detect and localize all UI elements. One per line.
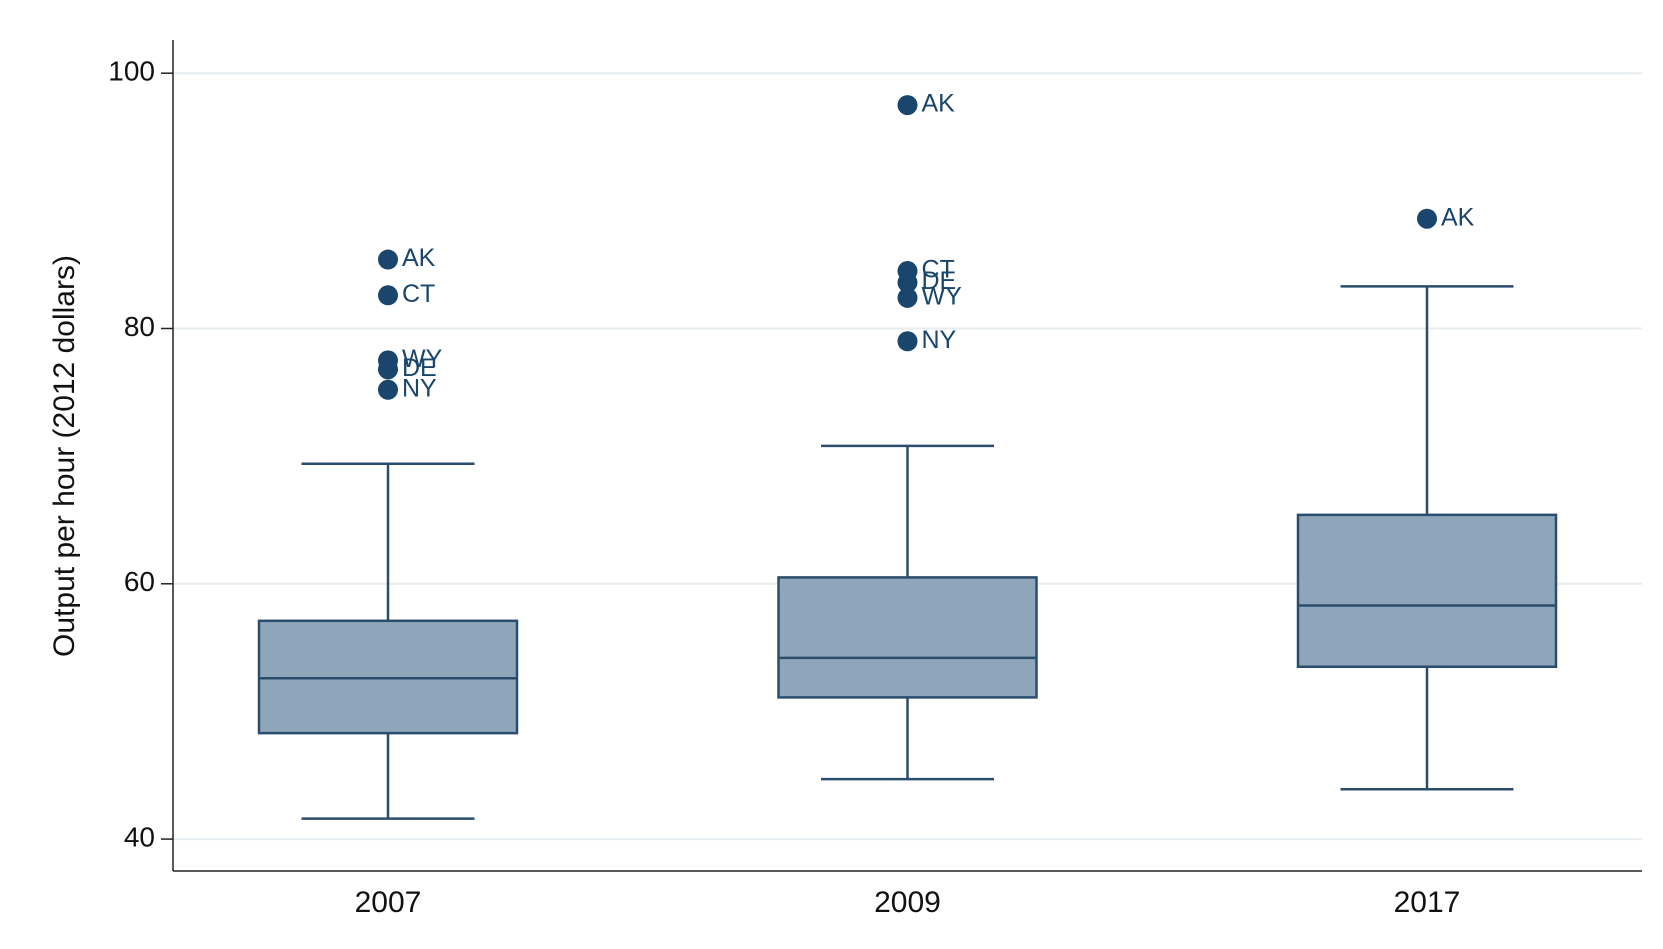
outlier [897, 95, 918, 116]
outlier-label: AK [402, 244, 436, 272]
outlier-label: NY [402, 374, 437, 402]
outlier-label: AK [922, 90, 956, 118]
outlier-label: DE [922, 267, 957, 295]
outlier [378, 359, 398, 380]
y-tick-label: 80 [124, 311, 155, 342]
outlier [378, 249, 398, 270]
outlier-label: AK [1441, 203, 1475, 231]
outlier-label: NY [922, 326, 957, 354]
outlier-label: WY [402, 345, 443, 373]
x-tick-label: 2007 [355, 886, 422, 919]
y-tick-label: 40 [124, 821, 155, 852]
outlier [897, 272, 918, 293]
x-tick-label: 2017 [1394, 886, 1461, 919]
outlier [897, 331, 918, 352]
outlier [378, 379, 398, 400]
box [257, 619, 519, 735]
y-axis-title: Output per hour (2012 dollars) [48, 255, 81, 657]
outlier-label: DE [402, 354, 437, 382]
outlier-label: CT [402, 280, 435, 308]
y-tick-label: 60 [124, 566, 155, 597]
outlier-label: WY [922, 282, 963, 310]
outlier [378, 285, 398, 306]
outlier-label: CT [922, 256, 955, 284]
y-tick-label: 100 [108, 56, 155, 87]
outlier [1417, 208, 1437, 229]
box [1296, 513, 1558, 669]
x-tick-label: 2009 [874, 886, 941, 919]
box [777, 576, 1038, 699]
outlier [897, 287, 918, 308]
